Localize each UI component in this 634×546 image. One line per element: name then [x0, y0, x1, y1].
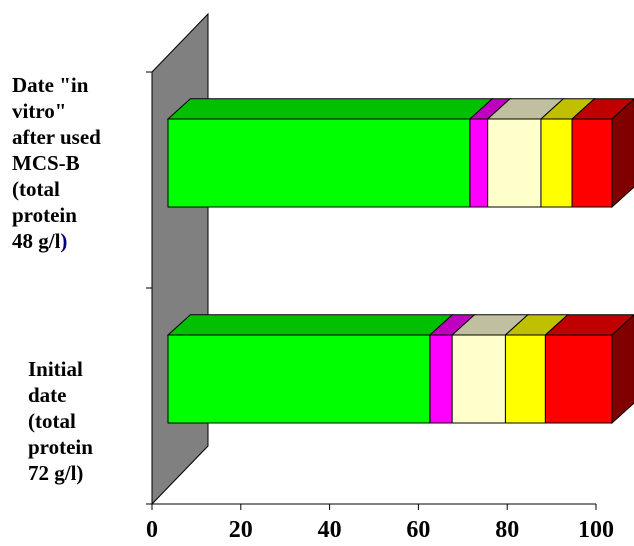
category-label-line: protein	[28, 435, 93, 459]
category-label-line: vitro"	[12, 99, 67, 123]
category-label-line: MCS-B	[12, 151, 80, 175]
bar-side-face	[611, 98, 634, 209]
bar-segment-top	[166, 314, 454, 336]
bar-segment	[544, 334, 613, 424]
category-label-text: 48 g/l	[12, 229, 61, 253]
x-axis-ticks: 0 20 40 60 80 100	[146, 504, 614, 543]
y-axis-ticks	[146, 71, 152, 505]
bar-segment-top	[166, 98, 494, 120]
x-tick-label: 40	[318, 517, 342, 543]
category-label-line: (total	[12, 177, 60, 201]
x-tick-label: 20	[229, 517, 253, 543]
category-label-line: 48 g/l)	[12, 228, 101, 254]
category-label-1: Initial date (total protein 72 g/l)	[28, 356, 93, 486]
category-label-line: after used	[12, 125, 101, 149]
category-label-line: protein	[12, 203, 77, 227]
category-label-line: (total	[28, 409, 76, 433]
category-label-line: 72 g/l)	[28, 461, 84, 485]
x-tick-label: 100	[578, 517, 614, 543]
category-label-paren: )	[60, 229, 68, 253]
bar-segment	[429, 334, 453, 424]
category-label-line: date	[28, 383, 67, 407]
bar-stack-0	[166, 98, 634, 209]
bar-segment	[571, 118, 613, 208]
bar-side-face	[611, 314, 634, 425]
bar-segment	[504, 334, 546, 424]
bar-segment	[540, 118, 573, 208]
bar-segment	[487, 118, 542, 208]
bar-segment	[469, 118, 489, 208]
x-tick-label: 60	[406, 517, 430, 543]
bar-segment	[451, 334, 506, 424]
bar-segment	[167, 334, 431, 424]
bar-series-group	[166, 98, 634, 425]
category-label-line: Initial	[28, 357, 83, 381]
bar-stack-1	[166, 314, 634, 425]
back-wall	[151, 12, 209, 506]
x-tick-label: 80	[495, 517, 519, 543]
category-label-line: Date "in	[12, 73, 89, 97]
x-tick-label: 0	[146, 517, 158, 543]
category-label-0: Date "in vitro" after used MCS-B (total prote…	[12, 72, 101, 254]
bar-segment	[167, 118, 471, 208]
